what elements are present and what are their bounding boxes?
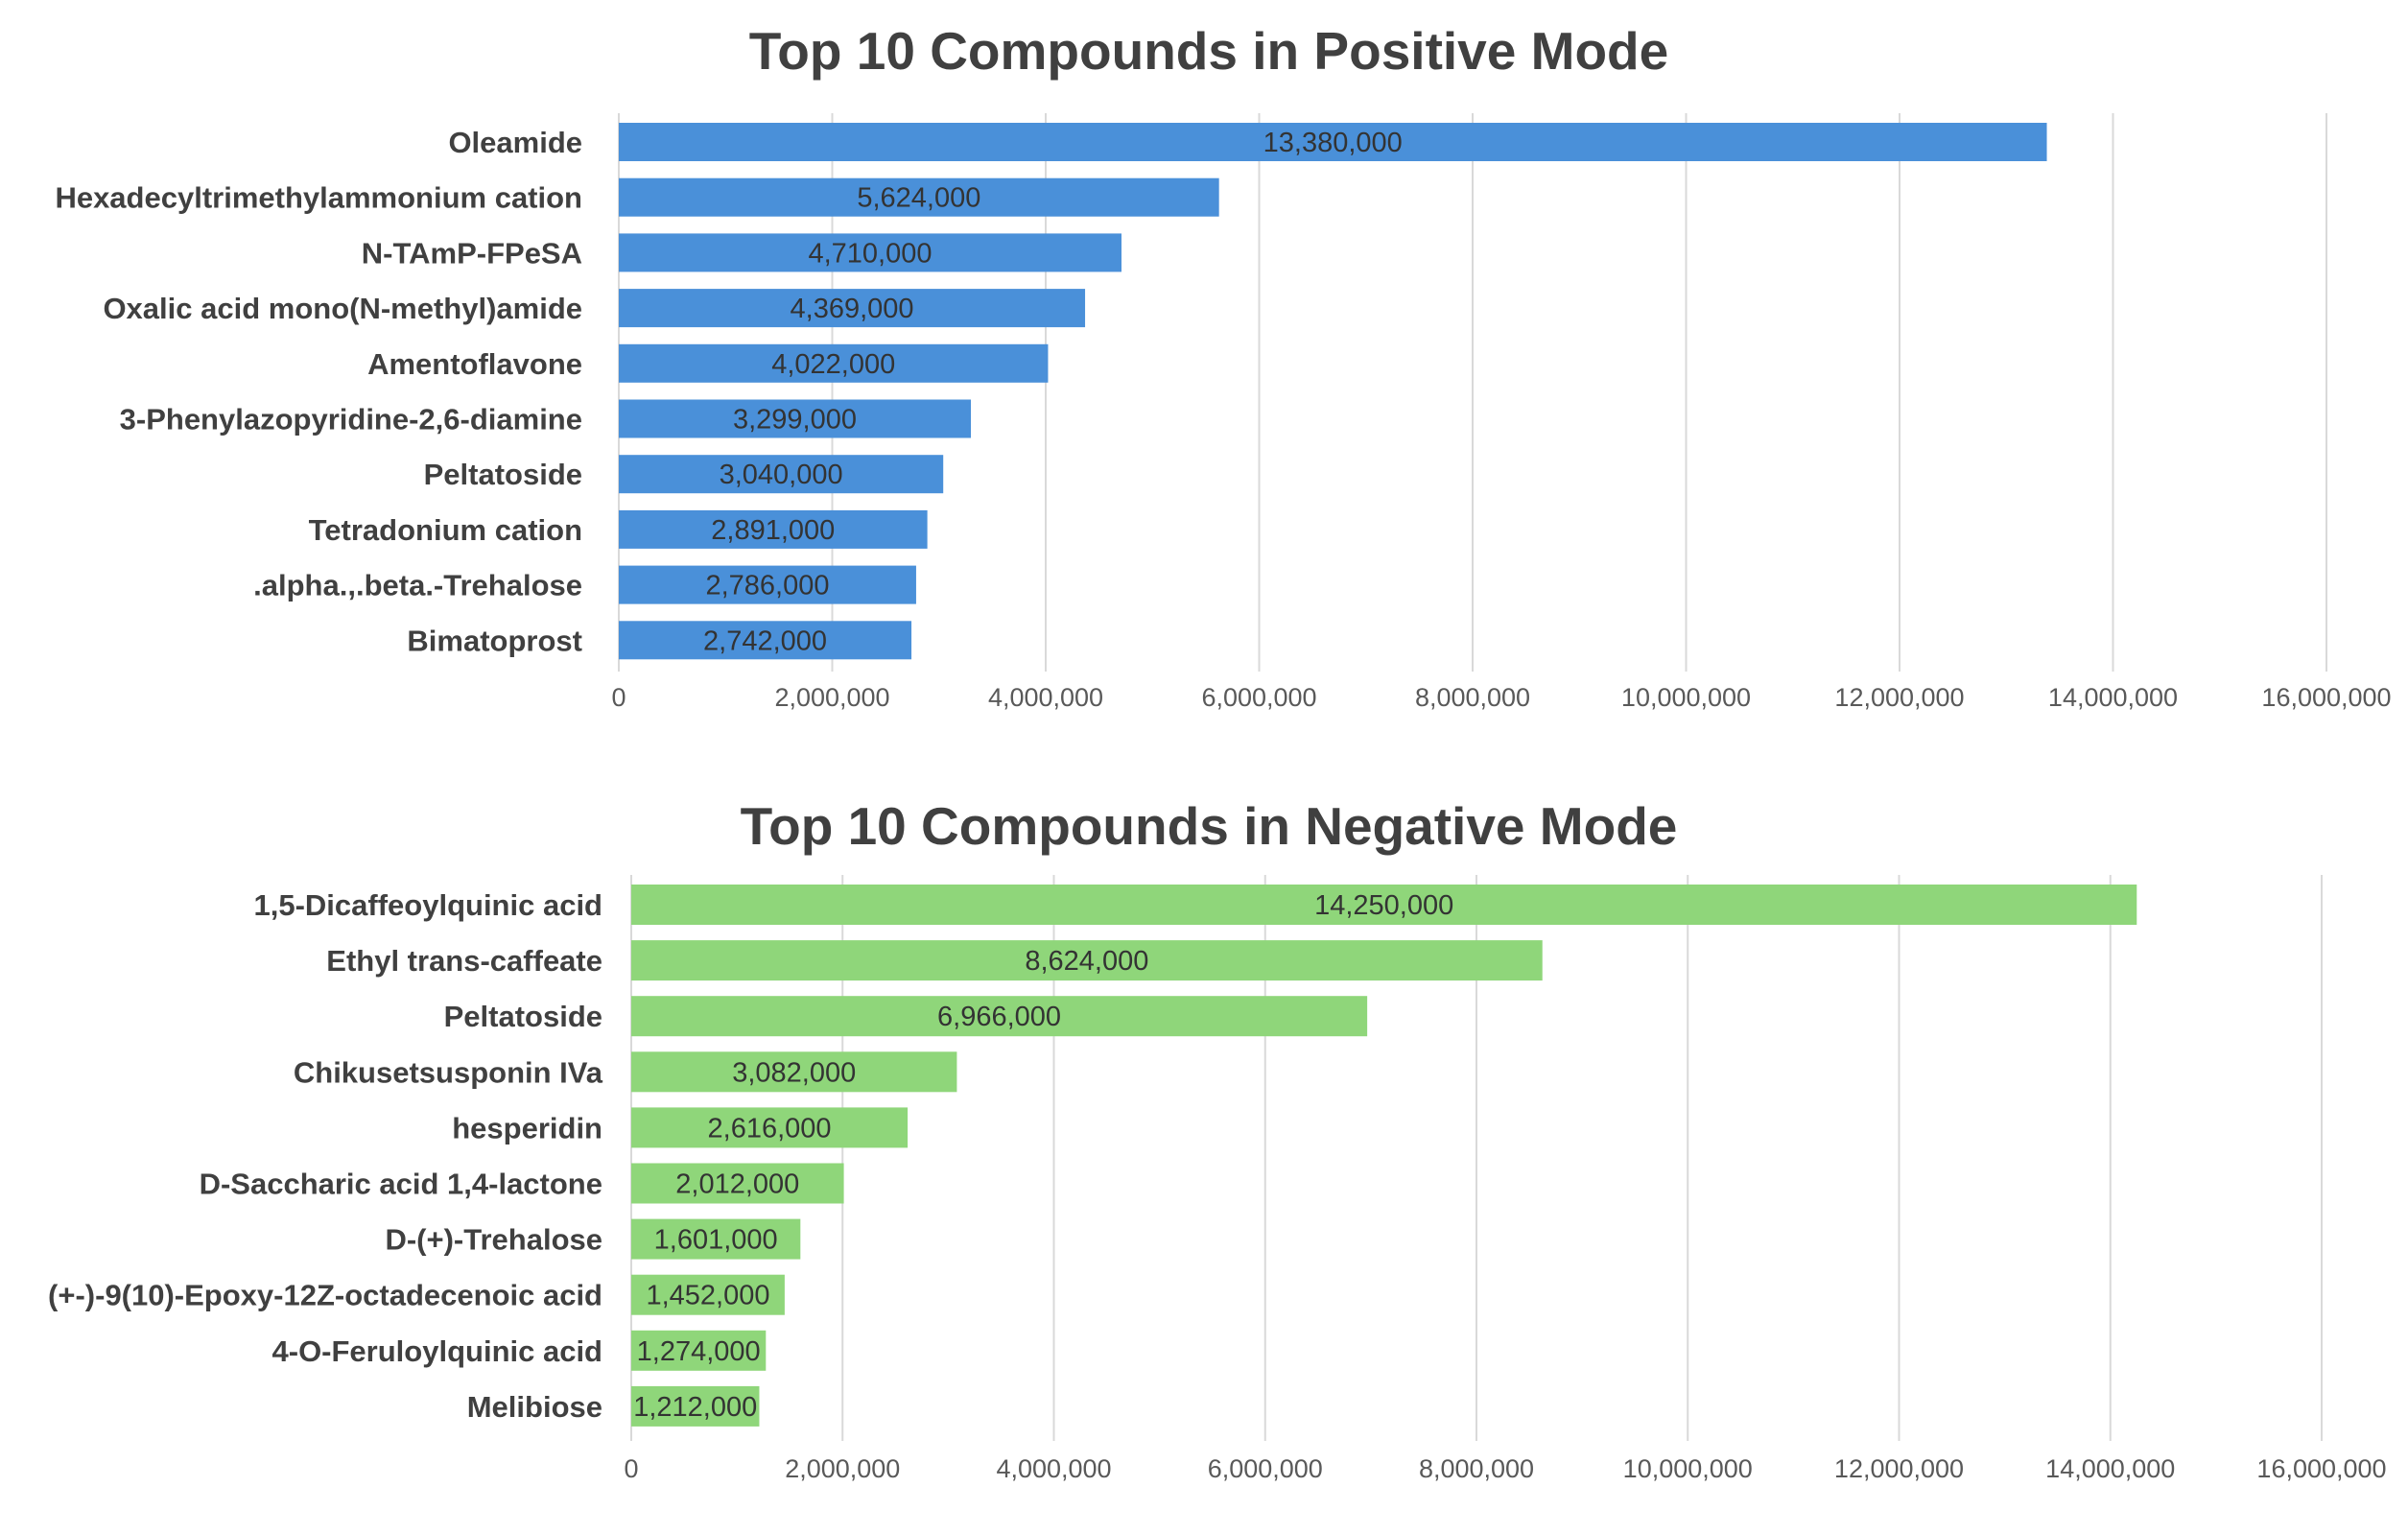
x-tick-label: 2,000,000 (785, 1454, 900, 1483)
category-label: 4-O-Feruloylquinic acid (272, 1334, 603, 1368)
bar (631, 1218, 801, 1260)
negative-mode-chart-svg: Top 10 Compounds in Negative Mode 0 2,000… (48, 796, 2387, 1483)
x-tick-label: 10,000,000 (1623, 1454, 1753, 1483)
category-label: 3-Phenylazopyridine-2,6-diamine (120, 403, 582, 437)
category-label: hesperidin (452, 1111, 602, 1145)
bar-value-label: 6,966,000 (937, 1002, 1061, 1032)
bar-value-label: 2,616,000 (708, 1113, 832, 1144)
bar (631, 1051, 957, 1093)
bar-value-label: 2,012,000 (675, 1169, 799, 1200)
bar-value-label: 1,601,000 (654, 1225, 778, 1256)
category-label: D-(+)-Trehalose (385, 1223, 602, 1257)
bar (619, 123, 2047, 161)
category-label: Bimatoprost (407, 624, 582, 657)
category-label: .alpha.,.beta.-Trehalose (253, 569, 582, 602)
bar (631, 940, 1543, 981)
bar-value-label: 14,250,000 (1314, 890, 1453, 921)
bar-value-label: 1,452,000 (646, 1281, 769, 1311)
x-tick-label: 0 (624, 1454, 638, 1483)
bar-value-label: 5,624,000 (857, 183, 980, 214)
positive-mode-chart-svg: Top 10 Compounds in Positive Mode 0 2,000… (55, 21, 2391, 712)
chart-title: Top 10 Compounds in Positive Mode (749, 21, 1668, 81)
bar-value-label: 8,624,000 (1025, 946, 1148, 977)
bar (619, 233, 1121, 272)
bar (631, 1274, 785, 1315)
bar (619, 177, 1219, 217)
bar-value-label: 13,380,000 (1263, 128, 1403, 158)
category-label: N-TAmP-FPeSA (362, 236, 582, 270)
bar-value-label: 2,786,000 (705, 571, 829, 602)
bar-value-label: 3,082,000 (732, 1057, 856, 1088)
x-tick-label: 2,000,000 (774, 683, 889, 712)
bar-value-label: 4,369,000 (791, 294, 914, 324)
x-tick-label: 4,000,000 (988, 683, 1103, 712)
chart-title: Top 10 Compounds in Negative Mode (741, 796, 1678, 856)
bar (631, 1330, 767, 1371)
x-tick-label: 16,000,000 (2261, 683, 2391, 712)
x-tick-label: 10,000,000 (1621, 683, 1751, 712)
negative-mode-chart: Top 10 Compounds in Negative Mode 0 2,000… (0, 767, 2408, 1534)
category-label: Tetradonium cation (309, 513, 582, 547)
bar (631, 1385, 760, 1427)
category-label: Melibiose (467, 1390, 602, 1424)
category-label: Oleamide (448, 126, 582, 159)
category-label: D-Saccharic acid 1,4-lactone (200, 1168, 602, 1201)
bar (631, 996, 1368, 1037)
bar (619, 509, 928, 549)
bar (631, 885, 2137, 925)
bar-value-label: 1,274,000 (637, 1336, 761, 1367)
bar-value-label: 4,710,000 (808, 238, 932, 269)
category-label: (+-)-9(10)-Epoxy-12Z-octadecenoic acid (48, 1279, 602, 1312)
bar-value-label: 3,040,000 (720, 460, 843, 490)
x-tick-label: 14,000,000 (2048, 683, 2178, 712)
bar (619, 343, 1049, 383)
bar-value-label: 2,891,000 (711, 515, 835, 546)
x-tick-label: 12,000,000 (1834, 1454, 1964, 1483)
x-tick-label: 6,000,000 (1201, 683, 1316, 712)
positive-mode-chart: Top 10 Compounds in Positive Mode 0 2,000… (0, 0, 2408, 758)
bar-value-label: 2,742,000 (703, 625, 827, 656)
x-tick-label: 4,000,000 (996, 1454, 1111, 1483)
x-tick-label: 6,000,000 (1208, 1454, 1323, 1483)
bar (619, 399, 972, 438)
x-tick-label: 16,000,000 (2256, 1454, 2386, 1483)
bar-value-label: 4,022,000 (771, 349, 895, 380)
bar (619, 621, 912, 660)
category-label: Ethyl trans-caffeate (326, 944, 602, 978)
category-label: Amentoflavone (367, 347, 582, 381)
x-tick-label: 8,000,000 (1415, 683, 1530, 712)
bar (619, 455, 944, 494)
category-label: 1,5-Dicaffeoylquinic acid (254, 888, 603, 922)
bar-value-label: 3,299,000 (733, 405, 857, 436)
category-label: Chikusetsusponin IVa (294, 1055, 603, 1089)
bar (631, 1107, 909, 1148)
bar-value-label: 1,212,000 (633, 1392, 757, 1423)
category-label: Oxalic acid mono(N-methyl)amide (103, 292, 582, 325)
bar (619, 565, 916, 604)
category-label: Peltatoside (424, 458, 582, 491)
x-tick-label: 12,000,000 (1834, 683, 1964, 712)
category-label: Hexadecyltrimethylammonium cation (55, 181, 582, 215)
category-label: Peltatoside (444, 1000, 602, 1033)
x-tick-label: 14,000,000 (2045, 1454, 2175, 1483)
x-tick-label: 8,000,000 (1419, 1454, 1534, 1483)
x-tick-label: 0 (611, 683, 626, 712)
bar (619, 289, 1086, 328)
bar (631, 1163, 844, 1204)
